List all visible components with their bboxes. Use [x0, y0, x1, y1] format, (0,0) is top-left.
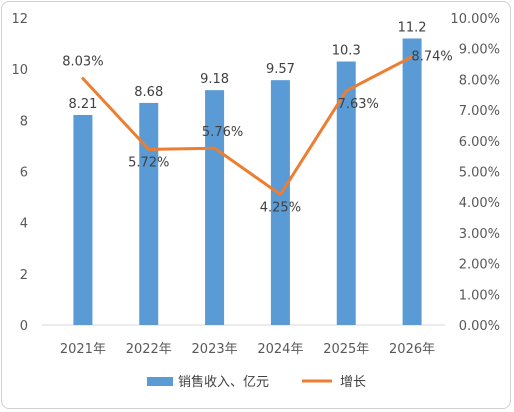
bar	[402, 38, 422, 325]
left-tick-label: 8	[20, 114, 28, 129]
left-tick-label: 4	[20, 217, 28, 232]
right-tick-label: 4.00%	[459, 196, 500, 211]
right-tick-label: 10.00%	[450, 12, 500, 27]
right-tick-label: 1.00%	[459, 288, 500, 303]
right-axis-ticks: 0.00% 1.00% 2.00% 3.00% 4.00% 5.00% 6.00% 7.00%…	[450, 12, 500, 334]
bar-data-labels: 8.21 8.68 9.18 9.57 10.3 11.2	[68, 20, 426, 111]
line-data-label: 5.76%	[202, 125, 243, 140]
bar-data-label: 11.2	[398, 20, 427, 35]
category-label: 2026年	[389, 342, 435, 357]
right-tick-label: 8.00%	[459, 73, 500, 88]
category-label: 2021年	[60, 342, 106, 357]
left-tick-label: 12	[11, 12, 28, 27]
line-data-label: 7.63%	[338, 97, 379, 112]
bar-data-label: 8.21	[68, 97, 97, 112]
growth-line	[81, 55, 414, 196]
left-tick-label: 0	[20, 319, 28, 334]
category-label: 2024年	[257, 342, 303, 357]
right-tick-label: 3.00%	[459, 227, 500, 242]
legend-line-label: 增长	[340, 375, 366, 390]
legend: 销售收入、亿元 增长	[147, 374, 366, 390]
category-label: 2023年	[192, 342, 238, 357]
right-tick-label: 7.00%	[459, 104, 500, 119]
left-tick-label: 10	[11, 63, 28, 78]
bar-series	[73, 38, 422, 326]
right-tick-label: 6.00%	[459, 135, 500, 150]
right-tick-label: 2.00%	[459, 258, 500, 273]
right-tick-label: 9.00%	[459, 43, 500, 58]
bar-data-label: 10.3	[332, 43, 361, 58]
bar	[336, 61, 356, 325]
bar-data-label: 9.18	[200, 72, 229, 87]
category-label: 2022年	[126, 342, 172, 357]
legend-bar-swatch	[147, 377, 173, 386]
bar	[73, 114, 93, 325]
bar	[270, 80, 290, 325]
bar-data-label: 8.68	[134, 85, 163, 100]
line-data-labels: 8.03% 5.72% 5.76% 4.25% 7.63% 8.74%	[62, 50, 452, 216]
line-data-label: 4.25%	[260, 201, 301, 216]
bar	[139, 102, 159, 325]
left-tick-label: 2	[20, 268, 28, 283]
left-tick-label: 6	[20, 166, 28, 181]
legend-bar-label: 销售收入、亿元	[178, 374, 269, 390]
left-axis-ticks: 0 2 4 6 8 10 12	[11, 12, 28, 334]
right-tick-label: 0.00%	[459, 319, 500, 334]
line-data-label: 8.74%	[411, 50, 452, 65]
category-label: 2025年	[323, 342, 369, 357]
line-data-label: 8.03%	[62, 54, 103, 69]
category-labels: 2021年 2022年 2023年 2024年 2025年 2026年	[60, 342, 435, 357]
line-data-label: 5.72%	[128, 155, 169, 170]
bar-data-label: 9.57	[266, 62, 295, 77]
right-tick-label: 5.00%	[459, 166, 500, 181]
